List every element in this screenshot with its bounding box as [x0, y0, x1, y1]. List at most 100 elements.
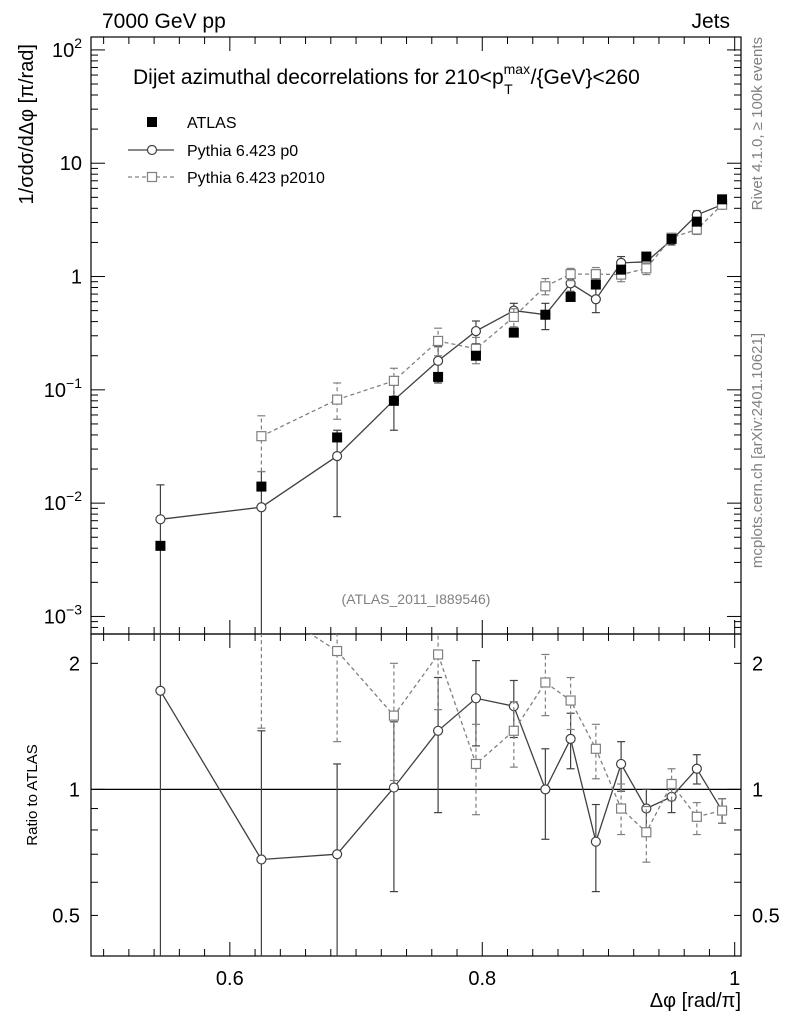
- data-point-p2010: [508, 725, 519, 736]
- main-y-tick-base: 10: [52, 40, 74, 62]
- main-y-tick-exp: −1: [66, 375, 82, 391]
- data-point-p2010: [590, 269, 601, 280]
- rivet-label: Rivet 4.1.0, ≥ 100k events: [749, 37, 766, 210]
- ratio-y-ticks: 0.5 0.5 1 1 2 2: [52, 653, 780, 957]
- series-data: [155, 194, 728, 551]
- x-tick-label: 0.8: [468, 968, 496, 990]
- main-y-label: 1/σdσ/dΔφ [π/rad]: [16, 44, 38, 204]
- data-point-p0: [155, 685, 166, 696]
- ratio-panel: 0.5 0.5 1 1 2 2 0.6 0.8 1 Ratio to ATLAS Δφ [ra…: [24, 633, 780, 1012]
- data-point-p2010: [615, 803, 627, 814]
- series-line-p2010: [261, 204, 723, 437]
- main-title-sup: max: [504, 61, 530, 77]
- ratio-series: [155, 634, 728, 956]
- data-point-p2010: [691, 811, 702, 822]
- data-point-p0: [256, 854, 267, 865]
- data-point-p2010: [432, 649, 444, 660]
- data-point-atlas: [433, 371, 444, 382]
- legend-marker-atlas: [147, 117, 157, 127]
- analysis-watermark: (ATLAS_2011_I889546): [342, 591, 491, 607]
- data-point-atlas: [641, 251, 652, 262]
- series-line-p2010: [309, 634, 723, 834]
- data-point-p2010: [388, 375, 400, 386]
- data-point-p2010: [565, 695, 576, 706]
- data-point-p2010: [590, 743, 601, 754]
- main-y-tick-base: 10: [44, 493, 66, 515]
- data-point-p2010: [666, 778, 677, 790]
- data-point-p0: [691, 763, 702, 774]
- data-point-p0: [590, 836, 601, 847]
- x-axis-label: Δφ [rad/π]: [650, 990, 741, 1012]
- series-p2010: [257, 634, 728, 863]
- data-point-atlas: [691, 216, 702, 227]
- main-y-tick-exp: −2: [66, 488, 82, 504]
- data-point-p0: [565, 733, 576, 744]
- data-point-p2010: [388, 710, 400, 721]
- ratio-y-tick-label-right: 2: [752, 653, 763, 675]
- legend-marker-p0: [146, 144, 158, 156]
- ratio-y-tick-label-right: 0.5: [752, 905, 780, 927]
- ratio-x-ticks: 0.6 0.8 1: [103, 634, 740, 990]
- data-point-p2010: [641, 827, 652, 838]
- data-point-p0: [388, 782, 400, 793]
- main-x-ticks: [103, 37, 736, 634]
- data-point-atlas: [717, 194, 728, 205]
- data-point-p0: [432, 725, 444, 736]
- ratio-y-tick-label-right: 1: [752, 779, 763, 801]
- data-point-atlas: [565, 291, 576, 302]
- main-title-main: Dijet azimuthal decorrelations for 210<p: [133, 66, 504, 89]
- data-point-atlas: [256, 481, 267, 492]
- series-line-p0: [159, 690, 723, 861]
- data-point-atlas: [388, 395, 399, 406]
- data-point-p2010: [716, 805, 728, 816]
- main-y-tick-label: 10−1: [44, 375, 82, 402]
- data-point-p0: [590, 294, 601, 305]
- legend-label-p2010: Pythia 6.423 p2010: [187, 170, 325, 187]
- main-title-tail: /{GeV}<260: [531, 66, 640, 89]
- main-y-tick-label: 10−2: [44, 488, 82, 515]
- main-y-tick-label: 102: [52, 35, 82, 62]
- main-y-tick-base: 10: [60, 153, 82, 175]
- ratio-y-tick-label-left: 0.5: [52, 905, 80, 927]
- data-point-p2010: [432, 335, 444, 347]
- data-point-p0: [332, 849, 343, 860]
- data-point-p0: [332, 451, 343, 462]
- main-y-tick-label: 10: [60, 153, 82, 175]
- data-point-p0: [256, 502, 267, 513]
- data-point-atlas: [508, 327, 519, 338]
- data-point-p0: [470, 693, 482, 704]
- x-tick-label: 0.6: [216, 968, 244, 990]
- data-point-p2010: [540, 281, 551, 292]
- data-point-p2010: [470, 758, 482, 770]
- legend-label-atlas: ATLAS: [187, 115, 237, 132]
- data-point-atlas: [590, 279, 601, 290]
- main-y-tick-base: 1: [71, 267, 82, 289]
- data-point-p0: [470, 325, 482, 337]
- data-point-atlas: [155, 540, 166, 551]
- series-p2010: [256, 199, 728, 473]
- ratio-y-tick-label-left: 1: [69, 779, 80, 801]
- mcplots-label: mcplots.cern.ch [arXiv:2401.10621]: [749, 333, 766, 568]
- data-point-atlas: [666, 233, 677, 244]
- data-point-p0: [155, 514, 166, 525]
- main-title: Dijet azimuthal decorrelations for 210<p…: [133, 61, 640, 97]
- data-point-p2010: [332, 394, 343, 405]
- legend-label-p0: Pythia 6.423 p0: [187, 143, 298, 160]
- data-point-p2010: [256, 431, 267, 442]
- main-title-sub: T: [504, 81, 513, 97]
- data-point-atlas: [470, 350, 481, 361]
- main-y-tick-base: 10: [44, 606, 66, 628]
- data-point-p2010: [508, 311, 519, 323]
- header-left: 7000 GeV pp: [102, 10, 226, 33]
- data-point-atlas: [332, 432, 343, 443]
- ratio-y-tick-label-left: 2: [69, 653, 80, 675]
- main-y-tick-label: 1: [71, 267, 82, 289]
- legend: ATLAS Pythia 6.423 p0 Pythia 6.423 p2010: [128, 115, 325, 187]
- data-point-p2010: [565, 269, 576, 280]
- x-tick-label: 1: [729, 968, 740, 990]
- data-point-p2010: [540, 677, 551, 688]
- data-point-p2010: [641, 263, 652, 274]
